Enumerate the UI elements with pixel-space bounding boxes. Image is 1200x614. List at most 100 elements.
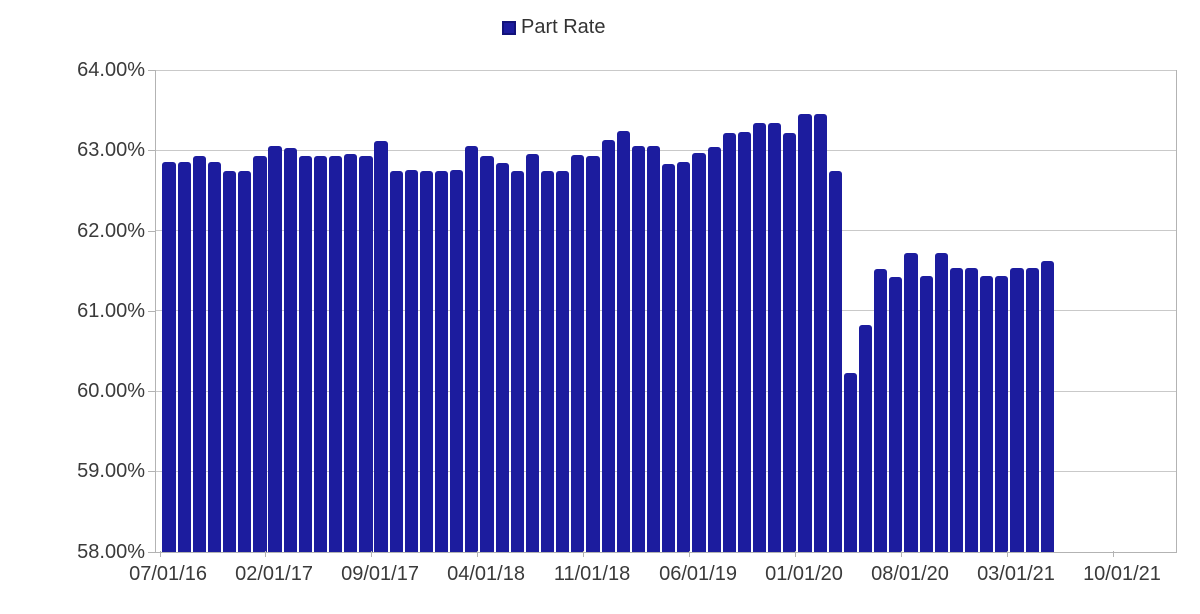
- y-axis-tick-label: 64.00%: [40, 59, 145, 81]
- x-axis-tick: [689, 551, 690, 557]
- bar-11/01/19: [768, 123, 781, 552]
- bar-06/01/20: [874, 269, 887, 551]
- bar-05/01/21: [1041, 261, 1054, 552]
- bar-09/01/17: [374, 141, 387, 552]
- bar-08/01/16: [178, 162, 191, 551]
- bar-12/01/18: [602, 140, 615, 552]
- bar-10/01/16: [208, 162, 221, 551]
- x-axis-tick-label: 08/01/20: [855, 563, 965, 586]
- bar-08/01/19: [723, 133, 736, 552]
- bar-11/01/18: [586, 156, 599, 552]
- part-rate-chart: Part Rate 64.00% 63.00% 62.00% 61.00% 60.00%…: [0, 0, 1200, 614]
- bar-11/01/16: [223, 171, 236, 551]
- x-axis-tick: [1007, 551, 1008, 557]
- plot-area: [155, 70, 1177, 553]
- bar-06/01/18: [511, 171, 524, 551]
- bar-10/01/19: [753, 123, 766, 552]
- bar-01/01/21: [980, 276, 993, 551]
- bar-05/01/19: [677, 162, 690, 551]
- bar-07/01/18: [526, 154, 539, 551]
- bar-11/01/17: [405, 170, 418, 551]
- bar-05/01/18: [496, 163, 509, 551]
- x-axis-tick: [583, 551, 584, 557]
- x-axis-tick: [371, 551, 372, 557]
- bar-01/01/17: [253, 156, 266, 552]
- bar-02/01/19: [632, 146, 645, 551]
- y-axis-tick: [148, 311, 155, 312]
- legend-series-label: Part Rate: [521, 16, 605, 39]
- y-axis-tick-label: 61.00%: [40, 300, 145, 322]
- x-axis-tick-label: 11/01/18: [537, 563, 647, 586]
- bar-03/01/20: [829, 171, 842, 551]
- y-axis-tick: [148, 70, 155, 71]
- bar-01/01/18: [435, 171, 448, 551]
- x-axis-tick-label: 04/01/18: [431, 563, 541, 586]
- bar-02/01/21: [995, 276, 1008, 551]
- bar-08/01/20: [904, 253, 917, 552]
- bar-04/01/20: [844, 373, 857, 551]
- bar-12/01/20: [965, 268, 978, 551]
- x-axis-tick: [160, 551, 161, 557]
- gridline: [156, 70, 1176, 71]
- bar-02/01/20: [814, 114, 827, 551]
- x-axis-tick: [265, 551, 266, 557]
- x-axis-tick-label: 06/01/19: [643, 563, 753, 586]
- bar-06/01/17: [329, 156, 342, 552]
- bar-12/01/16: [238, 171, 251, 551]
- bar-03/01/17: [284, 148, 297, 552]
- x-axis-tick: [795, 551, 796, 557]
- y-axis-tick: [148, 471, 155, 472]
- x-axis-tick: [477, 551, 478, 557]
- y-axis-tick: [148, 231, 155, 232]
- bar-10/01/20: [935, 253, 948, 552]
- bar-10/01/18: [571, 155, 584, 551]
- gridline: [156, 150, 1176, 151]
- x-axis-tick-label: 02/01/17: [219, 563, 329, 586]
- x-axis-tick-label: 07/01/16: [113, 563, 223, 586]
- bar-09/01/16: [193, 156, 206, 552]
- y-axis-tick-label: 62.00%: [40, 220, 145, 242]
- bar-07/01/16: [162, 162, 175, 551]
- bar-06/01/19: [692, 153, 705, 551]
- bar-09/01/19: [738, 132, 751, 552]
- bar-07/01/17: [344, 154, 357, 551]
- y-axis-tick: [148, 150, 155, 151]
- legend-marker-icon: [502, 21, 516, 35]
- bar-04/01/17: [299, 156, 312, 552]
- bar-12/01/17: [420, 171, 433, 551]
- y-axis-tick: [148, 391, 155, 392]
- x-axis-tick-label: 01/01/20: [749, 563, 859, 586]
- bar-10/01/17: [390, 171, 403, 551]
- bar-02/01/17: [268, 146, 281, 551]
- bar-07/01/19: [708, 147, 721, 551]
- bar-04/01/21: [1026, 268, 1039, 551]
- bar-01/01/20: [798, 114, 811, 551]
- bar-07/01/20: [889, 277, 902, 551]
- bar-04/01/19: [662, 164, 675, 552]
- bar-02/01/18: [450, 170, 463, 551]
- x-axis-tick-label: 09/01/17: [325, 563, 435, 586]
- bar-04/01/18: [480, 156, 493, 552]
- x-axis-tick-label: 03/01/21: [961, 563, 1071, 586]
- y-axis-tick-label: 63.00%: [40, 139, 145, 161]
- x-axis-tick: [901, 551, 902, 557]
- bar-09/01/18: [556, 171, 569, 551]
- bar-08/01/18: [541, 171, 554, 551]
- bar-11/01/20: [950, 268, 963, 551]
- y-axis-tick: [148, 552, 155, 553]
- bar-03/01/19: [647, 146, 660, 551]
- bar-12/01/19: [783, 133, 796, 552]
- bar-03/01/21: [1010, 268, 1023, 551]
- bar-01/01/19: [617, 131, 630, 552]
- y-axis-tick-label: 60.00%: [40, 380, 145, 402]
- bar-03/01/18: [465, 146, 478, 551]
- bar-08/01/17: [359, 156, 372, 552]
- y-axis-tick-label: 59.00%: [40, 460, 145, 482]
- y-axis-tick-label: 58.00%: [40, 541, 145, 563]
- bar-05/01/20: [859, 325, 872, 551]
- bar-05/01/17: [314, 156, 327, 552]
- bar-09/01/20: [920, 276, 933, 551]
- x-axis-tick-label: 10/01/21: [1067, 563, 1177, 586]
- x-axis-tick: [1113, 551, 1114, 557]
- chart-legend: Part Rate: [502, 16, 605, 39]
